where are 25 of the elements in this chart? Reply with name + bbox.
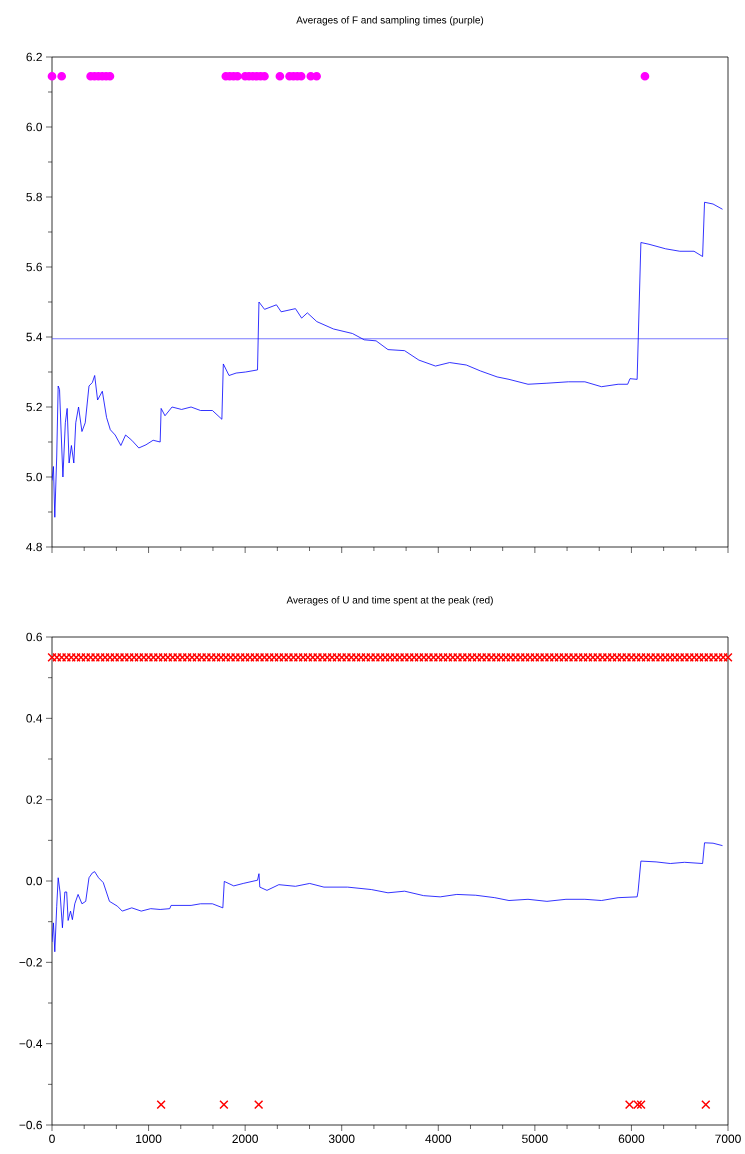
- y-tick-label: 0.4: [26, 714, 43, 723]
- x-tick-label: 6000: [618, 1134, 645, 1143]
- y-tick-label: 0.6: [26, 632, 42, 642]
- y-tick-label: 0.0: [26, 876, 43, 886]
- y-tick-label: 5.6: [26, 262, 42, 272]
- y-tick-label: 6.2: [26, 52, 42, 62]
- y-tick-label: 5.2: [26, 402, 42, 412]
- y-tick-label: 0.2: [26, 795, 42, 804]
- x-tick-label: 1000: [136, 1134, 162, 1143]
- y-tick-label: 5.8: [26, 192, 42, 202]
- y-tick-label: 5.4: [26, 332, 43, 342]
- x-tick-label: 4000: [425, 1134, 452, 1143]
- chart-title: Averages of U and time spent at the peak (red): [286, 596, 493, 606]
- y-tick-label: −0.4: [19, 1039, 43, 1048]
- chart-title: Averages of F and sampling times (purple): [296, 16, 484, 26]
- y-tick-label: 5.0: [26, 472, 43, 482]
- y-tick-label: 4.8: [26, 542, 42, 552]
- x-tick-label: 7000: [715, 1134, 741, 1143]
- x-tick-label: 3000: [328, 1134, 355, 1143]
- x-tick-label: 2000: [232, 1134, 258, 1143]
- x-tick-label: 5000: [522, 1134, 548, 1143]
- x-tick-label: 0: [49, 1134, 55, 1143]
- y-tick-label: −0.6: [19, 1120, 42, 1130]
- y-tick-label: −0.2: [19, 958, 42, 967]
- y-tick-label: 6.0: [26, 122, 43, 132]
